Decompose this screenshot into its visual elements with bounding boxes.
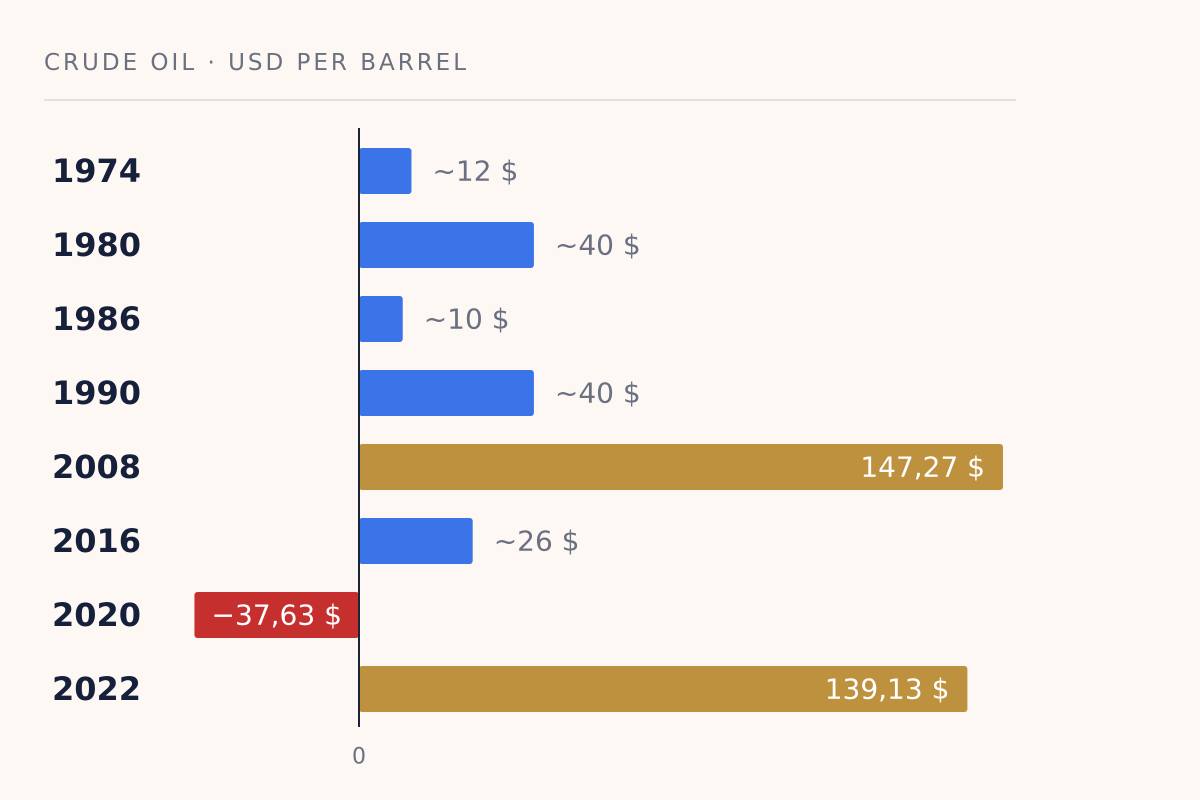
- category-label-2008: 2008: [52, 448, 141, 486]
- value-label-1980: ~40 $: [555, 229, 641, 262]
- x-tick-label-0: 0: [352, 745, 366, 770]
- category-label-1986: 1986: [52, 300, 141, 338]
- value-label-1990: ~40 $: [555, 377, 641, 410]
- bar-1974: [359, 148, 411, 194]
- value-label-2016: ~26 $: [494, 525, 580, 558]
- category-label-2020: 2020: [52, 596, 141, 634]
- value-label-1974: ~12 $: [432, 155, 518, 188]
- category-label-1974: 1974: [52, 152, 141, 190]
- category-label-2022: 2022: [52, 670, 141, 708]
- category-label-1990: 1990: [52, 374, 141, 412]
- bar-2016: [359, 518, 473, 564]
- bar-1990: [359, 370, 534, 416]
- value-label-1986: ~10 $: [424, 303, 510, 336]
- value-label-2020: −37,63 $: [212, 599, 342, 632]
- bar-1980: [359, 222, 534, 268]
- category-label-2016: 2016: [52, 522, 141, 560]
- value-label-2022: 139,13 $: [825, 673, 950, 706]
- category-label-1980: 1980: [52, 226, 141, 264]
- value-label-2008: 147,27 $: [860, 451, 985, 484]
- bar-1986: [359, 296, 403, 342]
